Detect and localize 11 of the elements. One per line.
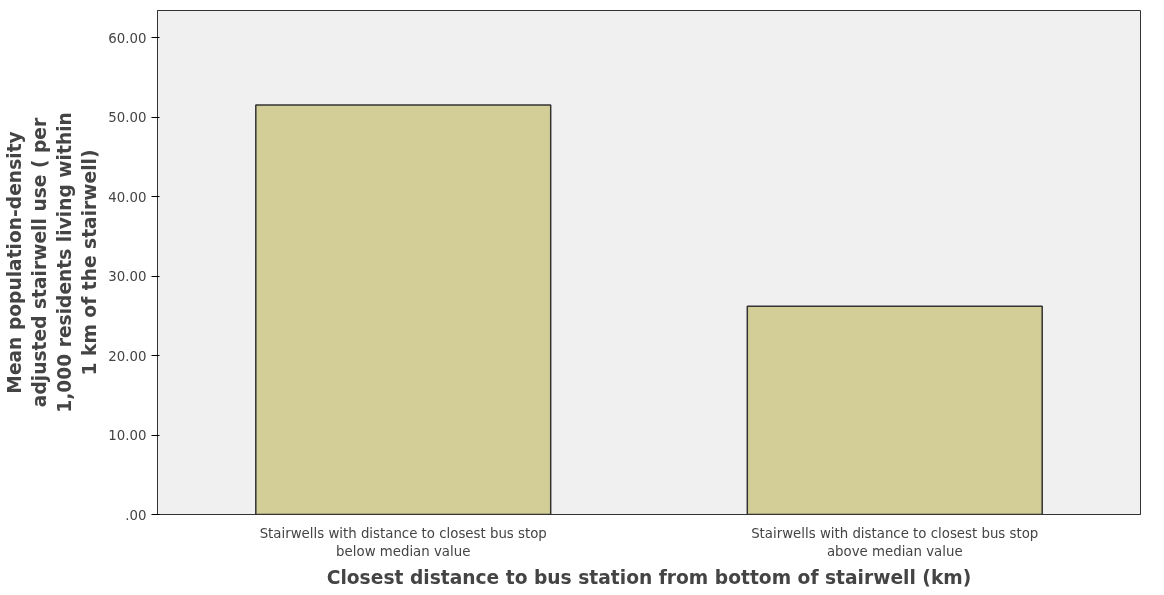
x-axis-title: Closest distance to bus station from bottom of stairwell (km)	[326, 566, 972, 588]
y-tick-label: 20.00	[108, 348, 147, 364]
y-axis-title: Mean population-density adjusted stairwell use ( per 1,000 residents living within 1 km of the stairwell)	[3, 112, 101, 413]
y-tick-label: .00	[125, 507, 147, 523]
y-tick-label: 40.00	[108, 189, 147, 205]
x-tick-label: Stairwells with distance to closest bus stop above median value	[751, 525, 1039, 559]
y-tick-label: 60.00	[108, 30, 147, 46]
x-tick-label: Stairwells with distance to closest bus stop below median value	[259, 525, 547, 559]
y-tick-label: 10.00	[108, 428, 147, 443]
y-tick-label: 30.00	[108, 269, 147, 285]
y-tick-label: 50.00	[108, 110, 147, 126]
